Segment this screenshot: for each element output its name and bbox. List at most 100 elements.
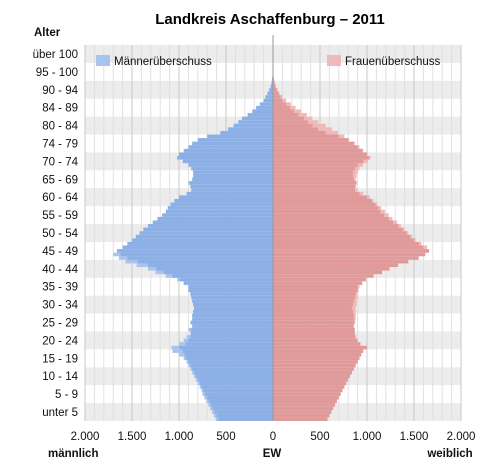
female-bar-common [273,299,354,303]
female-bar [273,181,357,185]
x-tick-label: 1.000 [353,431,382,443]
female-bar-common [273,170,353,174]
male-bar-common [127,256,273,260]
male-bar [193,302,273,307]
female-bar [273,360,358,364]
legend: Männerüberschuss Frauenüberschuss [96,55,440,68]
x-tick-label: 2.000 [447,431,476,443]
male-bar [263,98,273,103]
female-bar-common [273,295,355,300]
female-bar-common [273,109,294,114]
male-bar [190,184,273,189]
male-bar-common [191,320,273,325]
male-bar [191,295,273,300]
legend-label-female: Frauenüberschuss [345,56,440,68]
male-bar [271,80,273,85]
female-bar [273,252,426,257]
male-bar [227,127,273,131]
female-bar [273,374,351,379]
female-bar-common [273,206,379,210]
female-bar-common [273,113,299,117]
female-bar-common [273,234,411,239]
male-bar [192,299,273,303]
male-bar [116,249,274,253]
female-bar-common [273,227,403,232]
male-bar [182,159,273,164]
female-bar-common [273,145,358,149]
male-bar [192,313,273,318]
female-bar-common [273,317,354,321]
male-bar-common [184,352,273,357]
male-bar-common [179,345,273,350]
male-bar-common [210,403,273,407]
female-bar-common [273,105,290,110]
male-bar-common [192,367,273,371]
female-bar [273,331,355,336]
male-bar [143,227,273,232]
female-bar [273,385,345,389]
legend-label-male: Männerüberschuss [114,56,212,68]
y-tick-labels: unter 5 5 - 9 10 - 14 15 - 19 20 - 24 25 - 29… [33,49,79,419]
y-tick-label: 60 - 64 [42,192,78,204]
y-tick-label: 45 - 49 [42,246,78,258]
male-bar-common [188,360,273,364]
male-bar-common [207,395,273,400]
male-bar [135,234,273,239]
female-bar [273,270,383,275]
male-bar [256,105,273,110]
male-bar [190,292,273,296]
male-bar [186,191,273,196]
male-bar-common [194,370,273,375]
female-bar [273,277,367,282]
male-bar [179,152,273,157]
female-bar-common [273,127,319,131]
male-bar-common [120,252,273,257]
y-tick-label: 5 - 9 [55,389,78,401]
female-bar [273,342,361,346]
male-bar [147,224,273,228]
male-bar-common [172,274,273,278]
male-bar [177,156,273,160]
male-bar [188,145,273,149]
male-bar-common [209,399,273,404]
female-bar-common [273,195,367,199]
male-bar [192,324,273,328]
y-tick-label: 30 - 34 [42,300,78,312]
y-tick-label: 70 - 74 [42,156,78,168]
female-bar [273,349,364,353]
female-bar [273,403,336,407]
y-tick-label: 95 - 100 [36,67,78,79]
female-bar-common [273,116,305,121]
y-tick-label: 20 - 24 [42,335,78,347]
male-bar [165,209,273,214]
female-bar [273,370,352,375]
male-bar [167,206,273,210]
female-bar [273,267,390,271]
female-bar-common [273,134,339,139]
male-bar [265,95,273,99]
male-bar [122,245,273,250]
legend-swatch-male [96,55,110,66]
male-bar [183,281,273,285]
male-bar-common [191,331,273,336]
female-bar [273,367,354,371]
male-bar-common [179,277,273,282]
female-bar [273,388,343,393]
male-bar [174,198,273,203]
x-tick-label: 1.000 [165,431,194,443]
female-bar-common [273,138,349,142]
female-bar-common [273,288,358,293]
male-bar [270,84,273,88]
female-bar-common [273,177,354,182]
x-right-label: weiblich [426,448,472,460]
x-tick-label: 1.500 [400,431,429,443]
male-bar-common [191,327,273,332]
male-bar [267,91,273,96]
female-bar-common [273,163,358,167]
female-bar [273,399,337,404]
y-tick-label: 15 - 19 [42,353,78,365]
female-bar [273,263,399,268]
y-tick-label: 35 - 39 [42,282,78,294]
legend-swatch-female [327,55,341,66]
